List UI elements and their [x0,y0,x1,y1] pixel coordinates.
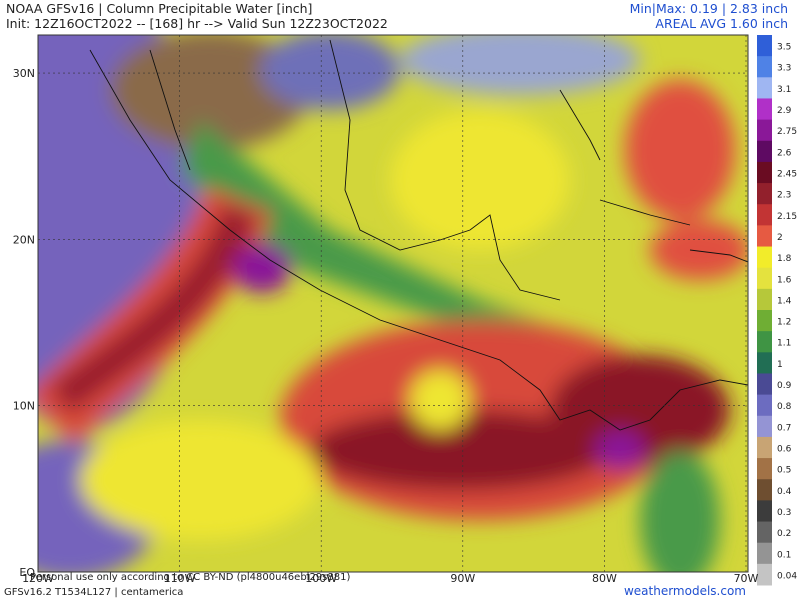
colorbar-swatch [757,436,772,459]
colorbar-swatch [757,56,772,78]
site-link[interactable]: weathermodels.com [624,584,746,598]
colorbar-swatch [757,246,772,269]
colorbar-label: 0.4 [777,487,792,497]
colorbar-swatch [757,458,772,480]
colorbar-label: 0.2 [777,529,791,539]
lon-label: 70W [734,572,759,585]
colorbar-swatch [757,563,772,586]
colorbar-swatch [757,35,772,57]
colorbar-swatch [757,331,772,353]
colorbar-label: 1.1 [777,339,791,349]
colorbar-swatch [757,500,772,523]
lat-label: 30N [13,67,35,80]
colorbar-label: 2.75 [777,127,797,137]
colorbar-swatch [757,204,772,226]
colorbar-label: 3.1 [777,85,791,95]
colorbar-label: 2.45 [777,170,797,180]
license-note: Personal use only according to CC BY-ND … [30,572,350,583]
colorbar-label: 2 [777,233,783,243]
colorbar-label: 1 [777,360,783,370]
lon-label: 90W [450,572,475,585]
colorbar-swatch [757,521,772,544]
lon-label: 120W [22,572,54,585]
colorbar-label: 1.2 [777,318,791,328]
colorbar-swatch [757,310,772,332]
colorbar-swatch [757,161,772,184]
colorbar-swatch [757,98,772,121]
colorbar-label: 0.8 [777,402,792,412]
areal-avg: AREAL AVG 1.60 inch [655,16,788,31]
colorbar-label: 2.6 [777,148,792,158]
colorbar-swatch [757,288,772,311]
lon-label: 100W [305,572,337,585]
colorbar-label: 0.6 [777,445,792,455]
title: NOAA GFSv16 | Column Precipitable Water … [6,1,312,16]
colorbar-label: 3.5 [777,43,791,53]
colorbar-label: 0.1 [777,550,791,560]
coastline [89,39,748,431]
colorbar-swatch [757,225,772,248]
colorbar-label: 0.9 [777,381,792,391]
colorbar-swatch [757,373,772,396]
colorbar-label: 1.6 [777,275,792,285]
colorbar-label: 0.3 [777,508,791,518]
colorbar-label: 1.8 [777,254,792,264]
colorbar-label: 1.4 [777,296,792,306]
colorbar-label: 2.9 [777,106,792,116]
model-info: GFSv16.2 T1534L127 | centamerica [4,587,183,598]
colorbar-swatch [757,394,772,417]
colorbar-label: 3.3 [777,64,791,74]
colorbar-swatch [757,352,772,374]
colorbar: 3.5 3.3 3.1 2.9 2.75 2.6 2.45 2.3 2.15 2 1.8 1.6 1.4… [757,35,797,586]
colorbar-swatch [757,479,772,501]
colorbar-label: 0.04 [777,571,797,581]
lon-label: 80W [592,572,617,585]
colorbar-label: 0.5 [777,466,791,476]
colorbar-label: 2.15 [777,212,797,222]
map-field [38,35,748,572]
init-time: Init: 12Z16OCT2022 -- [168] hr --> Valid… [6,16,388,31]
graticule [38,35,748,572]
map-frame [37,34,749,573]
lat-label: 20N [13,233,35,246]
lon-label: 110W [164,572,196,585]
colorbar-swatch [757,267,772,290]
axis-labels: 120W 110W 100W 90W 80W 70W 30N 20N 10N EQ [13,67,759,585]
colorbar-swatch [757,119,772,142]
colorbar-swatch [757,415,772,438]
colorbar-swatch [757,140,772,163]
min-max: Min|Max: 0.19 | 2.83 inch [630,1,788,16]
colorbar-label: 2.3 [777,191,791,201]
colorbar-swatch [757,183,772,205]
colorbar-label: 0.7 [777,423,791,433]
lat-label: 10N [13,400,35,413]
colorbar-swatch [757,542,772,565]
colorbar-swatch [757,77,772,99]
lat-label: EQ [19,566,35,579]
